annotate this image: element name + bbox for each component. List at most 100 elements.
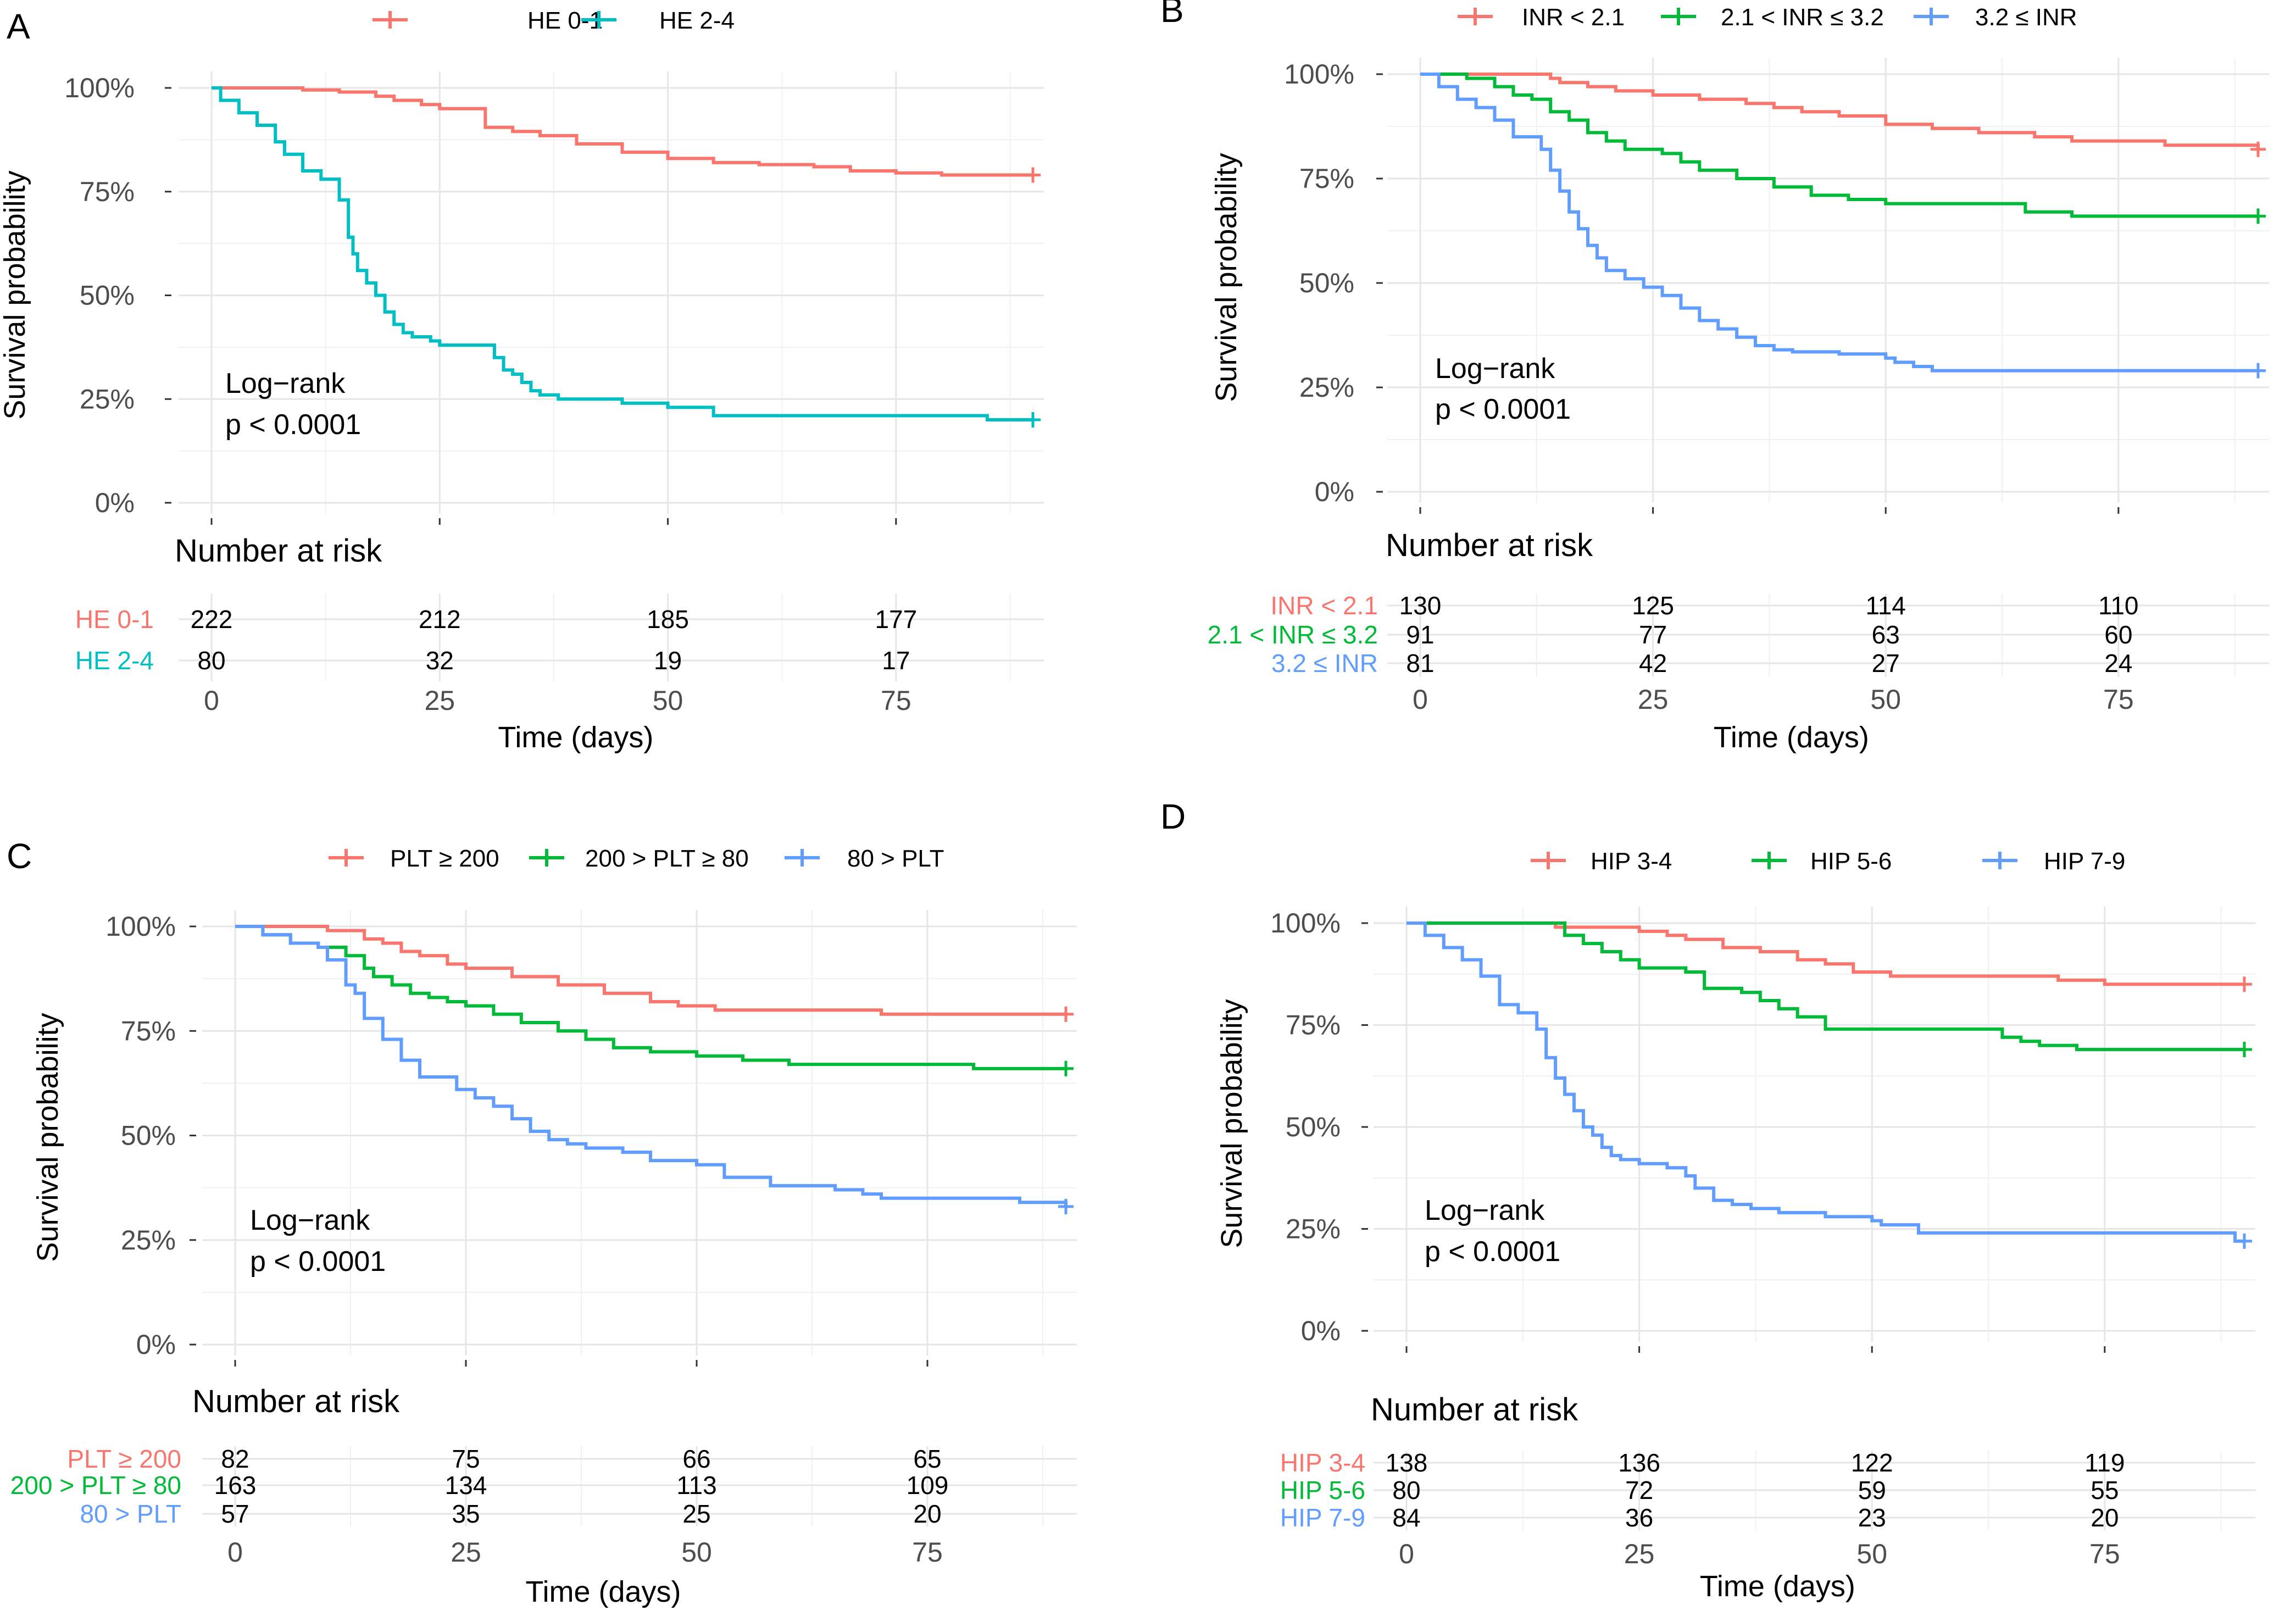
x-tick-label: 50	[1870, 684, 1901, 715]
risk-table-title: Number at risk	[1386, 527, 1593, 563]
legend-entry: HE 2-4	[581, 7, 735, 34]
y-tick-label: 75%	[80, 176, 135, 207]
x-tick-label: 75	[2089, 1539, 2120, 1569]
risk-row-label: HIP 7-9	[1280, 1503, 1365, 1532]
y-tick-label: 25%	[1286, 1214, 1341, 1245]
p-value-label: p < 0.0001	[250, 1246, 386, 1278]
y-tick-label: 50%	[1286, 1112, 1341, 1142]
risk-table-title: Number at risk	[175, 533, 382, 569]
survival-curve	[235, 925, 1068, 1207]
x-tick-label: 25	[424, 685, 455, 716]
risk-count: 212	[419, 605, 461, 634]
x-tick-label: 75	[2103, 684, 2134, 715]
risk-count: 138	[1386, 1448, 1428, 1477]
x-axis-title: Time (days)	[1714, 721, 1869, 754]
x-tick-label: 75	[881, 685, 911, 716]
risk-count: 119	[2084, 1448, 2125, 1477]
legend-entry: HIP 3-4	[1531, 848, 1672, 875]
risk-count: 185	[647, 605, 689, 634]
risk-count: 36	[1625, 1503, 1653, 1532]
risk-count: 72	[1625, 1476, 1653, 1504]
risk-count: 63	[1872, 620, 1900, 649]
risk-table-title: Number at risk	[192, 1384, 400, 1419]
censor-mark	[1058, 1006, 1074, 1022]
legend-label: HIP 7-9	[2044, 848, 2125, 875]
risk-row-label: 3.2 ≤ INR	[1271, 649, 1378, 678]
risk-count: 59	[1858, 1476, 1886, 1504]
p-value-label: p < 0.0001	[1425, 1236, 1560, 1268]
logrank-label: Log−rank	[225, 368, 346, 399]
p-value-label: p < 0.0001	[1435, 393, 1571, 425]
legend-entry: 2.1 < INR ≤ 3.2	[1661, 4, 1884, 31]
censor-mark	[1058, 1060, 1074, 1076]
legend-entry: 200 > PLT ≥ 80	[529, 845, 749, 872]
risk-count: 136	[1618, 1448, 1660, 1477]
censor-mark	[1058, 1198, 1074, 1214]
y-tick-label: 0%	[1301, 1315, 1341, 1346]
legend-label: INR < 2.1	[1522, 4, 1625, 31]
survival-curve	[1406, 921, 2244, 1243]
risk-count: 32	[426, 646, 454, 675]
censor-mark	[2250, 141, 2266, 157]
x-tick-label: 50	[653, 685, 683, 716]
risk-count: 82	[221, 1445, 249, 1473]
risk-count: 24	[2104, 649, 2132, 678]
y-tick-label: 0%	[1315, 476, 1354, 507]
y-tick-label: 50%	[80, 280, 135, 311]
censor-mark	[1025, 412, 1041, 427]
survival-curve	[235, 925, 1066, 1070]
x-tick-label: 50	[681, 1537, 712, 1568]
p-value-label: p < 0.0001	[225, 409, 361, 441]
censor-mark	[2237, 976, 2252, 992]
x-tick-label: 25	[1638, 684, 1669, 715]
legend-label: PLT ≥ 200	[390, 845, 499, 872]
x-axis-title: Time (days)	[498, 721, 653, 754]
y-tick-label: 100%	[105, 911, 176, 942]
logrank-label: Log−rank	[1425, 1195, 1545, 1226]
panel-letter: D	[1160, 797, 1186, 836]
risk-count: 163	[214, 1471, 257, 1500]
risk-count: 23	[1858, 1503, 1886, 1532]
risk-row-label: INR < 2.1	[1270, 591, 1378, 620]
censor-mark	[2250, 363, 2266, 379]
risk-count: 20	[2091, 1503, 2119, 1532]
panel-letter: C	[7, 836, 32, 876]
risk-count: 17	[882, 646, 910, 675]
censor-mark	[1025, 167, 1041, 183]
risk-count: 65	[913, 1445, 941, 1473]
y-tick-label: 100%	[64, 73, 135, 103]
risk-count: 113	[676, 1471, 716, 1500]
legend-entry: 3.2 ≤ INR	[1914, 4, 2077, 31]
y-axis-title: Survival probability	[0, 170, 31, 419]
x-tick-label: 75	[912, 1537, 943, 1568]
risk-count: 125	[1632, 591, 1674, 620]
panel-letter: A	[7, 7, 30, 46]
x-tick-label: 0	[1399, 1539, 1414, 1569]
x-tick-label: 25	[1624, 1539, 1655, 1569]
survival-curve	[1406, 921, 2244, 986]
panel-b: B 0% 25% 50% 75% 100% Survival probability INR …	[1160, 0, 2269, 754]
legend-entry: HIP 5-6	[1752, 848, 1892, 875]
risk-count: 177	[875, 605, 917, 634]
survival-curve	[1420, 73, 2258, 373]
y-tick-label: 100%	[1270, 908, 1341, 938]
panel-d: D 0% 25% 50% 75% 100% Survival probability HIP …	[1160, 797, 2255, 1603]
x-tick-label: 50	[1856, 1539, 1887, 1569]
legend-label: HIP 3-4	[1591, 848, 1672, 875]
legend-label: 80 > PLT	[847, 845, 944, 872]
risk-count: 134	[445, 1471, 487, 1500]
y-tick-label: 75%	[1286, 1010, 1341, 1041]
x-tick-label: 25	[451, 1537, 481, 1568]
survival-curve	[235, 925, 1066, 1016]
risk-count: 114	[1866, 591, 1906, 620]
risk-row-label: HIP 5-6	[1280, 1476, 1365, 1504]
panel-a: A 0% 25% 50% 75% 100% Survival probability HE 0…	[0, 7, 1044, 754]
survival-curve	[212, 86, 1033, 177]
y-axis-title: Survival probability	[1210, 153, 1243, 402]
risk-count: 81	[1406, 649, 1434, 678]
risk-count: 35	[452, 1500, 480, 1528]
legend-label: 2.1 < INR ≤ 3.2	[1721, 4, 1884, 31]
y-tick-label: 50%	[121, 1120, 176, 1151]
legend-entry: HE 0-1	[373, 7, 603, 34]
